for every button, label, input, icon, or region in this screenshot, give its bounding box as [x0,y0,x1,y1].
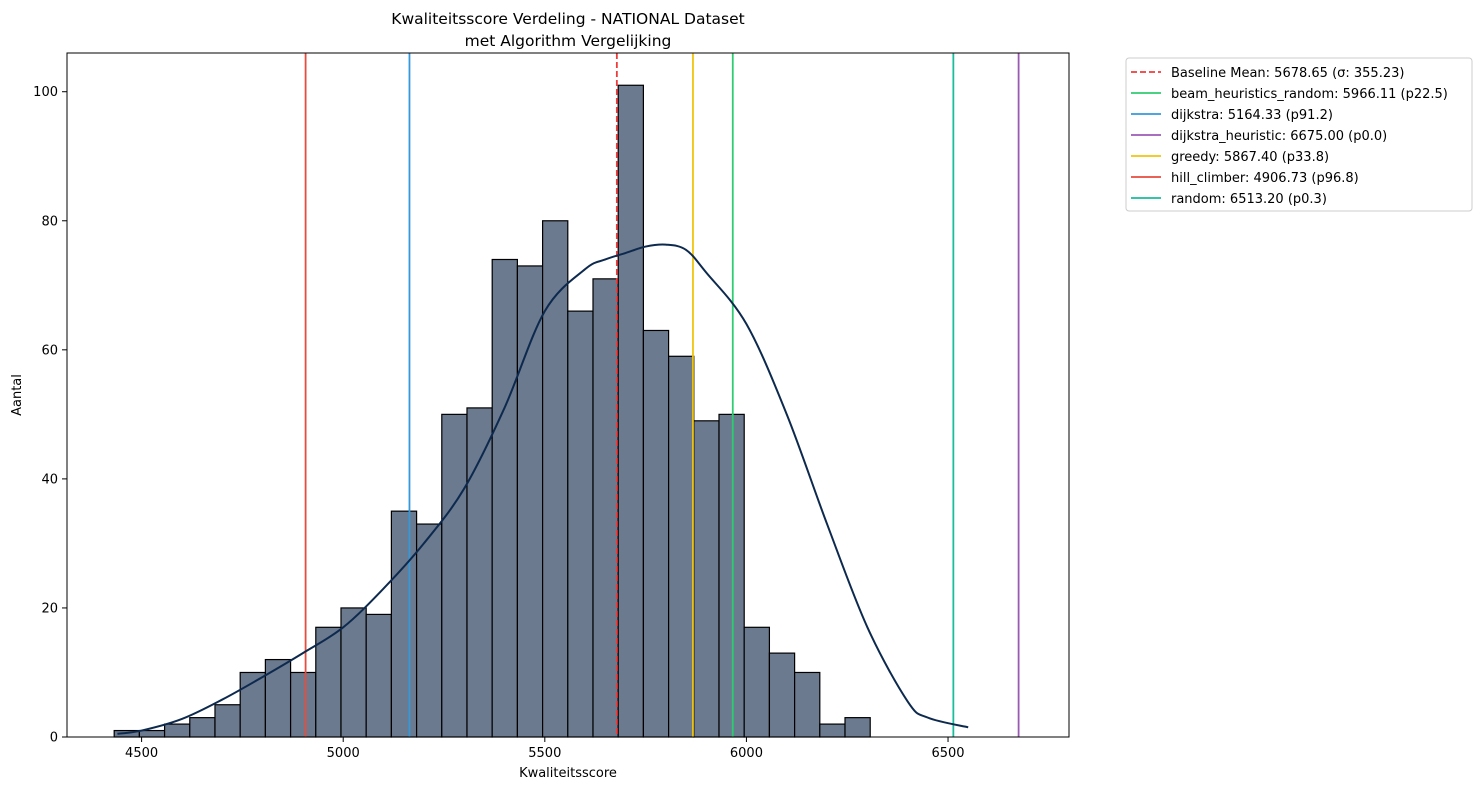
y-tick-label: 40 [41,472,58,487]
histogram-bar [441,413,468,738]
legend-label: beam_heuristics_random: 5966.11 (p22.5) [1171,87,1448,102]
legend-frame [1125,57,1473,212]
histogram-bar [567,310,594,738]
chart-title: Kwaliteitsscore Verdeling - NATIONAL Dat… [391,10,744,28]
legend-label: random: 6513.20 (p0.3) [1171,192,1327,207]
histogram-bar [819,723,846,738]
legend-label: dijkstra: 5164.33 (p91.2) [1171,108,1333,123]
histogram-bar [264,658,292,738]
legend: Baseline Mean: 5678.65 (σ: 355.23) beam_h… [1125,57,1473,212]
histogram-bar [189,717,216,738]
histogram-bar [289,671,317,738]
histogram-bar [415,523,443,738]
y-tick-label: 0 [50,731,58,746]
histogram-bar [491,258,518,738]
histogram-bar [516,265,544,738]
histogram-bar [466,407,493,738]
y-tick-label: 80 [41,214,58,229]
histogram-bar [592,278,619,738]
x-tick-label: 6000 [730,746,763,761]
legend-label: dijkstra_heuristic: 6675.00 (p0.0) [1171,129,1387,144]
x-axis-label: Kwaliteitsscore [519,766,617,781]
histogram-bar [844,717,871,738]
x-axis-ticks: 4500 5000 5500 6000 6500 [125,737,965,761]
histogram-bar [718,413,745,738]
histogram-bar [214,704,241,738]
histogram-bar [163,723,191,738]
histogram-bar [642,329,670,738]
y-tick-label: 100 [33,85,58,100]
histogram-bar [667,355,695,738]
reference-lines [304,53,1020,737]
histogram-bars [113,84,871,738]
legend-label: Baseline Mean: 5678.65 (σ: 355.23) [1171,66,1404,81]
plot-frame [66,52,1070,738]
y-axis-label: Aantal [10,374,25,416]
kde-curve [117,243,969,735]
histogram-bar [693,420,720,738]
histogram-bar [365,613,392,738]
y-tick-label: 60 [41,343,58,358]
legend-label: hill_climber: 4906.73 (p96.8) [1171,171,1359,186]
histogram-bar [617,84,645,738]
histogram-bar [794,671,821,738]
histogram-bar [743,626,771,738]
x-tick-label: 5000 [327,746,360,761]
x-tick-label: 6500 [931,746,964,761]
y-tick-label: 20 [41,601,58,616]
histogram-bar [541,220,569,738]
histogram-bar [390,510,418,738]
chart-subtitle: met Algorithm Vergelijking [465,32,672,50]
histogram-bar [138,729,166,738]
x-tick-label: 4500 [125,746,158,761]
x-tick-label: 5500 [528,746,561,761]
legend-label: greedy: 5867.40 (p33.8) [1171,150,1329,165]
histogram-bar [768,652,796,738]
y-axis-ticks: 0 20 40 60 80 100 [33,85,67,746]
